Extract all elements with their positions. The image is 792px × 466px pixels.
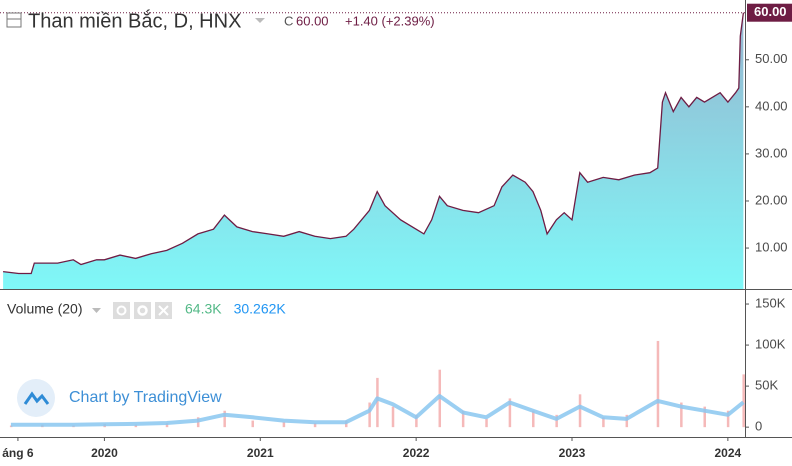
y-tick-label: 0 bbox=[755, 419, 762, 434]
y-tick-label: 20.00 bbox=[755, 192, 788, 207]
x-tick-label: 2024 bbox=[715, 446, 742, 460]
x-tick-label: 2020 bbox=[91, 446, 118, 460]
y-tick-label: 30.00 bbox=[755, 145, 788, 160]
last-price-box bbox=[747, 3, 792, 22]
symbol-title: Than miền Bắc, D, HNX bbox=[28, 9, 241, 32]
volume-bar bbox=[555, 414, 558, 428]
price-line bbox=[3, 12, 745, 275]
volume-bar bbox=[391, 406, 395, 428]
x-icon bbox=[158, 305, 169, 316]
volume-bar bbox=[703, 406, 706, 428]
legend-value: 64.3K bbox=[185, 301, 222, 317]
volume-bar bbox=[578, 394, 582, 428]
y-tick-label: 50K bbox=[755, 378, 778, 393]
legend-value: 30.262K bbox=[234, 301, 287, 317]
dropdown-arrow[interactable] bbox=[92, 308, 101, 313]
volume-bar bbox=[313, 423, 317, 428]
y-tick-label: 150K bbox=[755, 295, 786, 310]
volume-bar bbox=[726, 410, 730, 428]
volume-title: Volume (20) bbox=[7, 301, 82, 317]
volume-bar bbox=[602, 417, 605, 428]
x-tick-label: áng 6 bbox=[2, 446, 34, 460]
volume-bar bbox=[223, 410, 226, 428]
y-tick-label: 40.00 bbox=[755, 98, 788, 113]
volume-pane: 0 50K 100K 150K bbox=[9, 295, 786, 434]
volume-bar bbox=[251, 420, 254, 428]
x-tick-label: 2021 bbox=[247, 446, 274, 460]
collapse-icon[interactable] bbox=[6, 12, 22, 28]
change-value: +1.40 (+2.39%) bbox=[345, 13, 435, 28]
dropdown-arrow[interactable] bbox=[255, 18, 265, 23]
price-area bbox=[3, 12, 744, 289]
volume-ma-line bbox=[10, 394, 745, 427]
price-pane: 10.00 20.00 30.00 40.00 50.00 60.00 bbox=[0, 3, 792, 289]
volume-bar bbox=[282, 422, 286, 428]
watermark-text: Chart by TradingView bbox=[69, 389, 222, 406]
volume-bar bbox=[165, 423, 169, 428]
y-tick-label: 50.00 bbox=[755, 51, 788, 66]
watermark-logo-mark bbox=[23, 391, 50, 405]
gear-icon bbox=[137, 305, 148, 316]
volume-bar bbox=[625, 414, 629, 428]
volume-bar bbox=[134, 424, 138, 428]
close-prefix: C bbox=[284, 13, 293, 28]
volume-bar bbox=[742, 374, 745, 428]
last-price-label: 60.00 bbox=[754, 4, 787, 19]
volume-bar bbox=[680, 402, 683, 428]
volume-bar bbox=[415, 414, 418, 428]
eye-button[interactable] bbox=[113, 302, 130, 319]
x-tick-label: 2022 bbox=[403, 446, 430, 460]
eye-icon bbox=[116, 305, 127, 316]
volume-bar bbox=[368, 402, 371, 428]
volume-bar bbox=[376, 377, 379, 428]
close-value: 60.00 bbox=[296, 13, 329, 28]
volume-bar bbox=[532, 410, 535, 428]
volume-bar bbox=[485, 418, 488, 428]
y-tick-label: 100K bbox=[755, 337, 786, 352]
settings-button[interactable] bbox=[134, 302, 151, 319]
watermark: Chart by TradingView bbox=[17, 379, 222, 417]
volume-bar bbox=[656, 340, 660, 428]
indicator-toolbar bbox=[113, 302, 172, 319]
x-tick-label: 2023 bbox=[559, 446, 586, 460]
volume-bar bbox=[508, 398, 512, 428]
volume-bar bbox=[461, 410, 465, 428]
y-tick-label: 10.00 bbox=[755, 239, 788, 254]
